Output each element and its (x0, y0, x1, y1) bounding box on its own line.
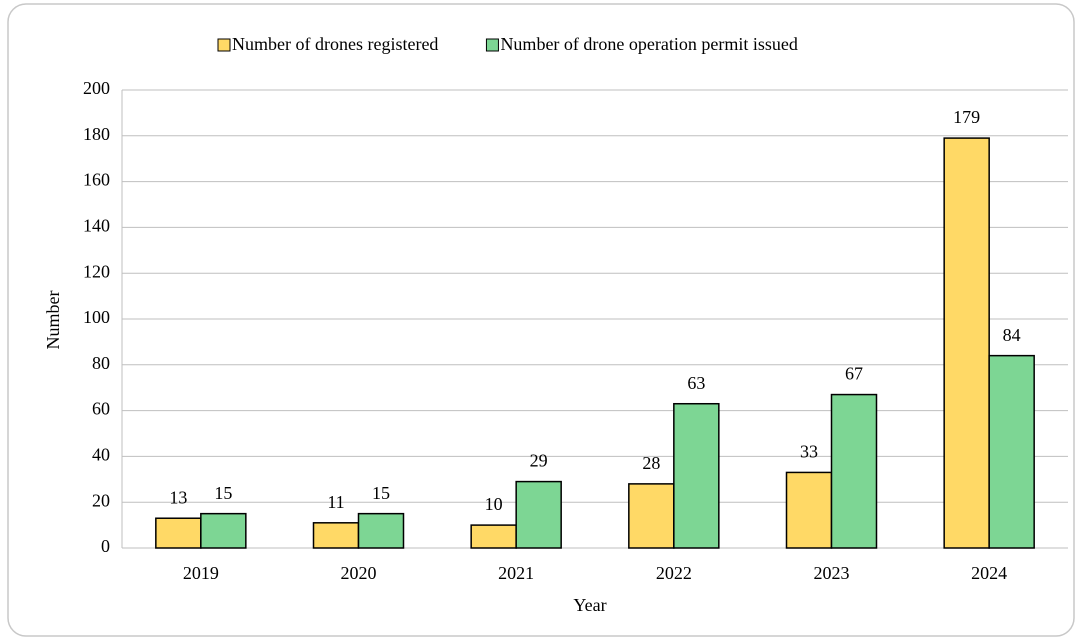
legend-label: Number of drones registered (232, 34, 438, 54)
data-label: 67 (845, 364, 863, 384)
y-tick-label: 80 (92, 353, 110, 373)
y-tick-label: 60 (92, 399, 110, 419)
legend-swatch (217, 38, 231, 52)
bar (988, 354, 1035, 549)
data-label: 63 (687, 373, 705, 393)
y-tick-label: 100 (83, 307, 110, 327)
y-tick-label: 160 (83, 170, 110, 190)
data-label: 15 (372, 483, 390, 503)
data-label: 33 (800, 442, 818, 462)
bar (312, 522, 360, 549)
x-tick-label: 2023 (814, 563, 850, 583)
bar (673, 402, 720, 549)
y-tick-label: 120 (83, 261, 110, 281)
x-tick-label: 2020 (341, 563, 377, 583)
bar (830, 393, 878, 549)
x-tick-label: 2024 (971, 563, 1007, 583)
legend-swatch (485, 38, 499, 52)
bar (943, 137, 990, 549)
y-tick-label: 20 (92, 490, 110, 510)
data-label: 179 (953, 107, 980, 127)
y-tick-label: 0 (101, 536, 110, 556)
legend-label: Number of drone operation permit issued (500, 34, 797, 54)
bar (155, 517, 202, 549)
x-tick-label: 2021 (498, 563, 534, 583)
x-axis-label: Year (573, 595, 606, 615)
x-tick-label: 2022 (656, 563, 692, 583)
bar (200, 512, 247, 549)
bar (470, 524, 517, 549)
data-label: 29 (530, 451, 548, 471)
data-label: 11 (327, 492, 344, 512)
data-label: 10 (485, 494, 503, 514)
y-tick-label: 40 (92, 445, 110, 465)
data-label: 84 (1003, 325, 1021, 345)
data-label: 28 (642, 453, 660, 473)
y-tick-label: 180 (83, 124, 110, 144)
y-tick-label: 200 (83, 78, 110, 98)
x-tick-label: 2019 (183, 563, 219, 583)
y-axis-label: Number (43, 291, 63, 350)
bar (785, 471, 833, 549)
y-tick-label: 140 (83, 216, 110, 236)
data-label: 13 (169, 487, 187, 507)
data-label: 15 (214, 483, 232, 503)
bar (357, 512, 405, 549)
bar (628, 483, 675, 549)
bar (515, 480, 562, 549)
